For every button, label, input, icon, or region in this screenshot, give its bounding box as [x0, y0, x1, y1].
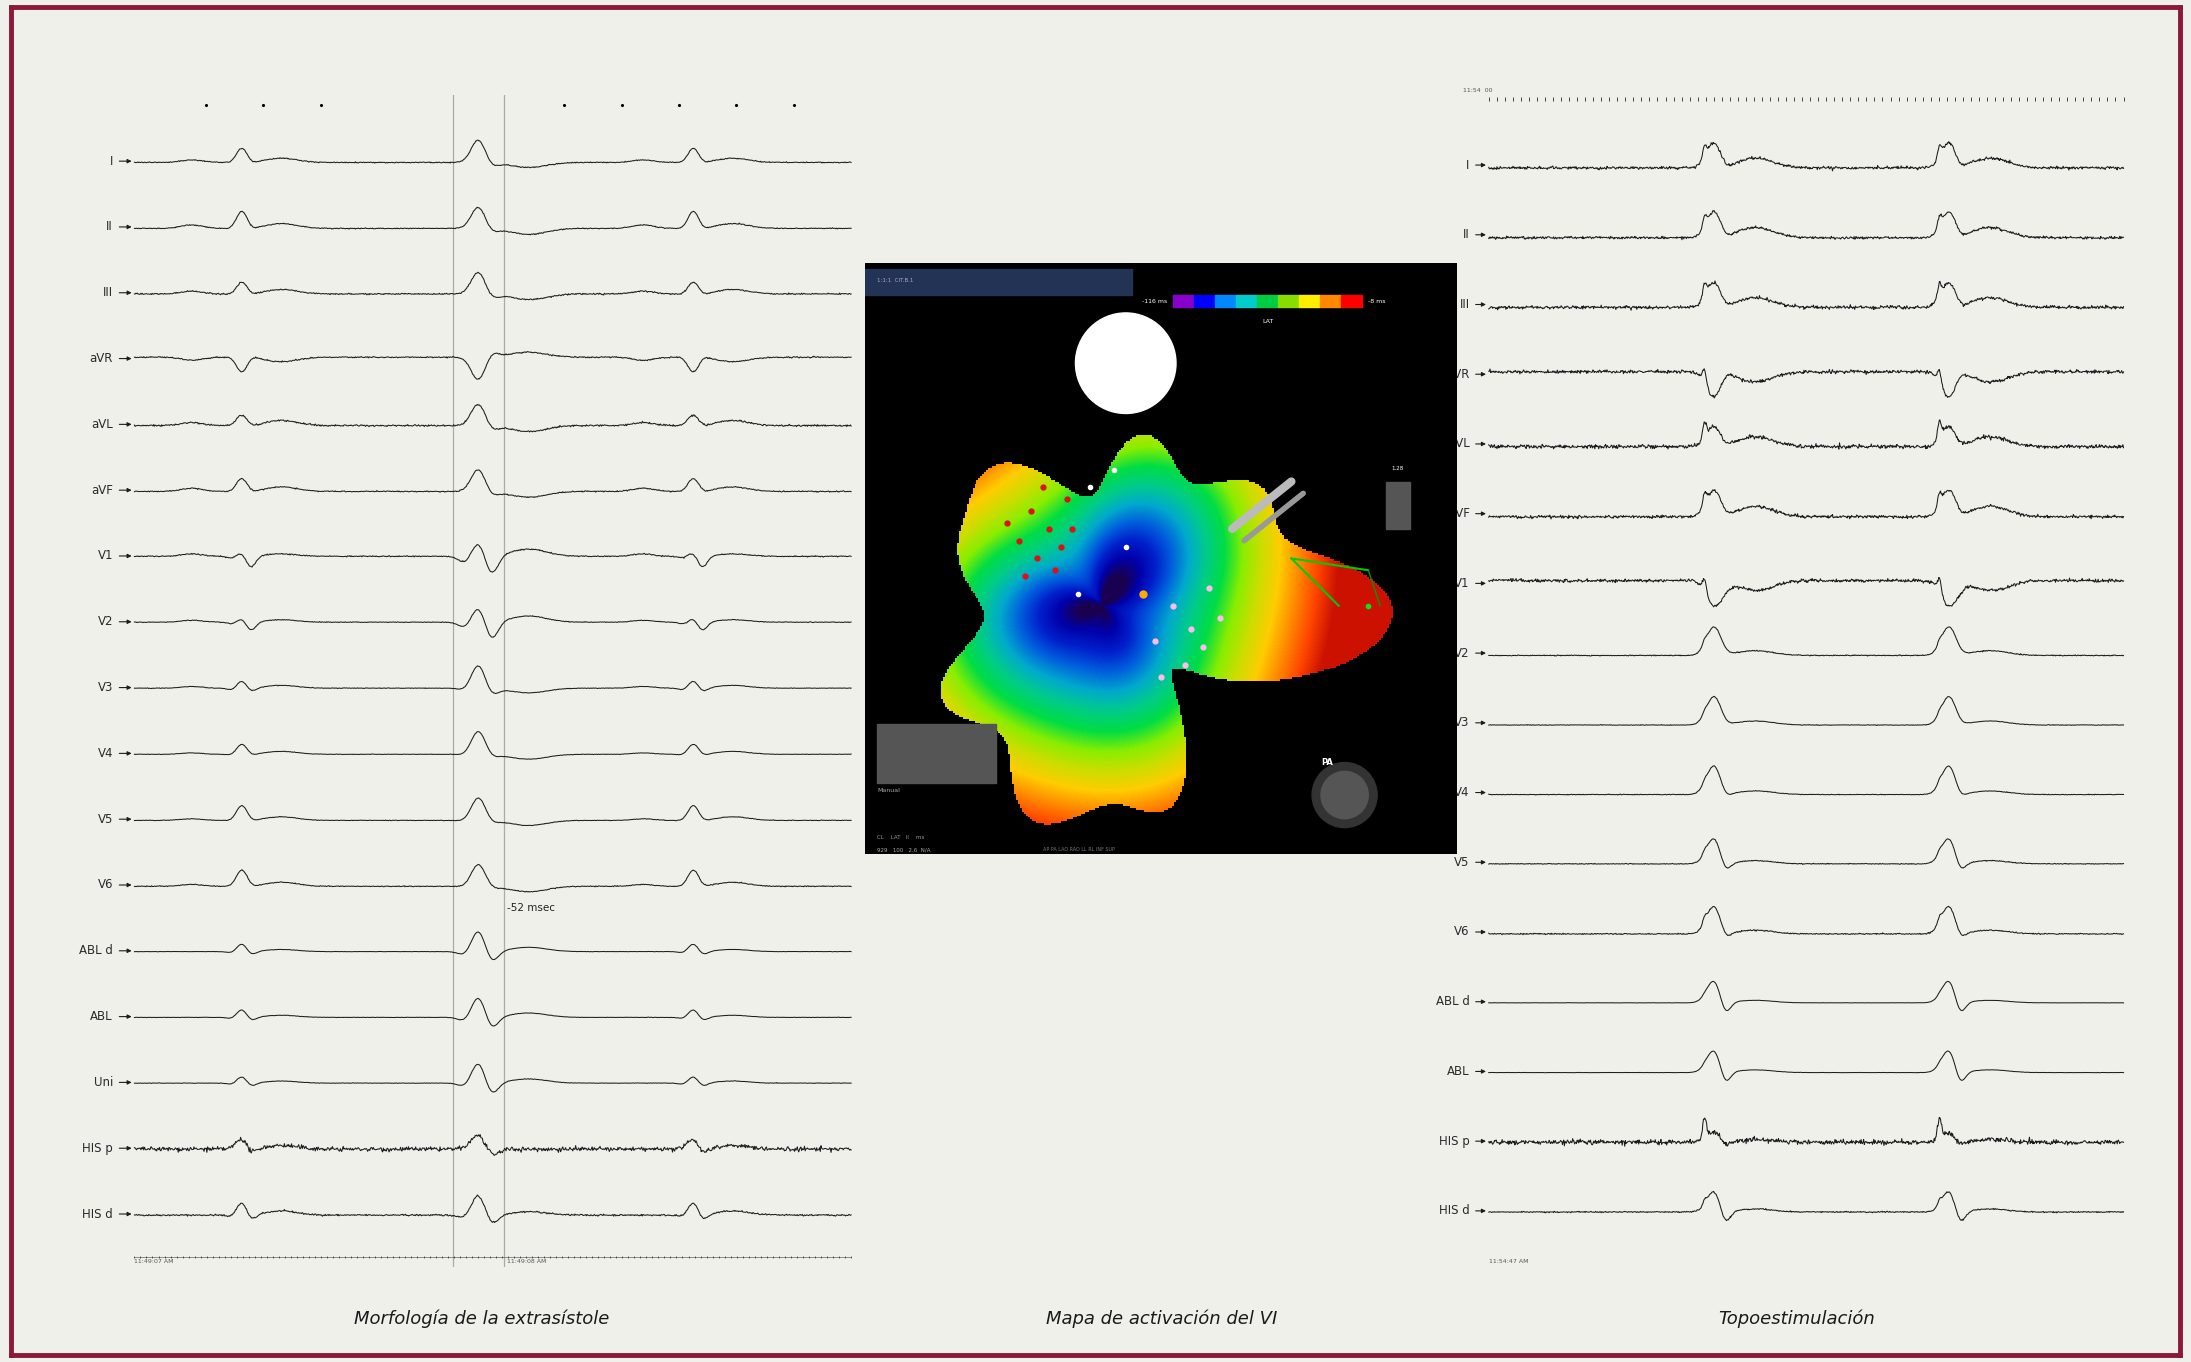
Text: Mapa de activación del VI: Mapa de activación del VI	[1045, 1309, 1277, 1328]
Bar	[1236, 296, 1258, 306]
Circle shape	[1321, 771, 1367, 819]
Text: V4: V4	[1455, 786, 1470, 799]
Text: V5: V5	[1455, 855, 1470, 869]
Text: III: III	[1459, 298, 1470, 311]
Text: Uni: Uni	[94, 1076, 114, 1088]
Text: 11:49:07 AM: 11:49:07 AM	[134, 1260, 173, 1264]
Bar	[1387, 482, 1409, 528]
Text: Topoestimulación: Topoestimulación	[1718, 1309, 1875, 1328]
Text: CL    LAT   II    ms: CL LAT II ms	[876, 835, 925, 840]
Text: 11:54  00: 11:54 00	[1464, 89, 1492, 93]
Text: II: II	[1464, 229, 1470, 241]
Text: V4: V4	[96, 746, 114, 760]
Text: 1.28: 1.28	[1391, 466, 1404, 471]
Bar	[1341, 296, 1363, 306]
Text: aVR: aVR	[1446, 368, 1470, 381]
Text: ABL: ABL	[1446, 1065, 1470, 1077]
Text: V1: V1	[1455, 577, 1470, 590]
Text: V1: V1	[96, 549, 114, 563]
Text: -116 ms: -116 ms	[1142, 298, 1168, 304]
Text: aVF: aVF	[1448, 507, 1470, 520]
Bar	[1194, 296, 1216, 306]
Text: HIS p: HIS p	[83, 1141, 114, 1155]
Bar	[1277, 296, 1299, 306]
Bar	[1216, 296, 1236, 306]
Text: aVR: aVR	[90, 351, 114, 365]
Text: -8 ms: -8 ms	[1367, 298, 1385, 304]
Text: Morfología de la extrasístole: Morfología de la extrasístole	[355, 1309, 609, 1328]
Text: V5: V5	[99, 813, 114, 825]
Circle shape	[1312, 763, 1378, 828]
Text: HIS d: HIS d	[83, 1208, 114, 1220]
Text: V3: V3	[99, 681, 114, 695]
Text: ABL d: ABL d	[79, 944, 114, 957]
Bar	[876, 725, 995, 783]
Circle shape	[1076, 313, 1177, 414]
Text: PA: PA	[1321, 759, 1332, 767]
Text: 11:49:08 AM: 11:49:08 AM	[506, 1260, 546, 1264]
Text: ABL d: ABL d	[1435, 996, 1470, 1008]
Text: V2: V2	[1455, 647, 1470, 659]
Text: I: I	[110, 155, 114, 168]
Bar	[1172, 296, 1194, 306]
Text: V2: V2	[96, 616, 114, 628]
Text: AP PA LAO RAO LL RL INF SUP: AP PA LAO RAO LL RL INF SUP	[1043, 847, 1115, 853]
Text: V6: V6	[1455, 926, 1470, 938]
Text: 11:54:47 AM: 11:54:47 AM	[1488, 1260, 1529, 1264]
Text: -52 msec: -52 msec	[506, 903, 554, 914]
Bar	[1258, 296, 1277, 306]
Text: Manual: Manual	[876, 789, 901, 793]
Text: HIS d: HIS d	[1439, 1204, 1470, 1218]
Text: 929   100   2.6  N/A: 929 100 2.6 N/A	[876, 847, 931, 853]
Text: LAT: LAT	[1262, 319, 1273, 324]
Text: aVL: aVL	[1448, 437, 1470, 451]
Bar	[1299, 296, 1321, 306]
Bar	[1321, 296, 1341, 306]
Text: 1:1:1  CIT.B.1: 1:1:1 CIT.B.1	[876, 278, 914, 283]
Text: I: I	[1466, 158, 1470, 172]
Text: V3: V3	[1455, 716, 1470, 729]
Text: HIS p: HIS p	[1439, 1135, 1470, 1148]
Text: aVL: aVL	[92, 418, 114, 430]
Text: III: III	[103, 286, 114, 300]
Text: ABL: ABL	[90, 1011, 114, 1023]
Text: II: II	[105, 221, 114, 233]
Text: aVF: aVF	[92, 484, 114, 497]
Text: V6: V6	[96, 878, 114, 892]
Bar	[865, 268, 1131, 296]
